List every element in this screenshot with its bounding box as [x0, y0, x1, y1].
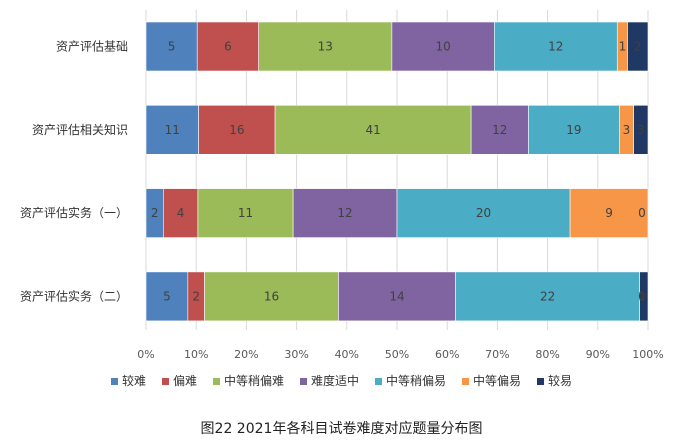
legend-swatch — [300, 378, 307, 385]
legend-label: 较易 — [548, 373, 572, 388]
data-label: 0 — [638, 206, 646, 220]
x-tick-label: 90% — [586, 348, 610, 361]
data-label: 1 — [619, 40, 627, 54]
bar-segment — [633, 105, 649, 155]
x-tick-label: 20% — [234, 348, 258, 361]
bar-segment — [391, 21, 495, 72]
data-label: 11 — [238, 206, 253, 220]
data-label: 2 — [192, 289, 200, 303]
bar-segment — [145, 21, 198, 72]
legend: 较难 偏难 中等稍偏难 难度适中 中等稍偏易 中等偏易 较易 — [111, 373, 572, 388]
legend-label: 较难 — [122, 373, 146, 388]
x-tick-label: 40% — [335, 348, 359, 361]
data-label: 14 — [389, 289, 404, 303]
bar-segment — [569, 188, 649, 238]
data-label: 5 — [168, 40, 176, 54]
category-label: 资产评估实务（一） — [20, 205, 128, 220]
data-label: 1 — [638, 289, 646, 303]
data-label: 12 — [492, 123, 507, 137]
legend-label: 难度适中 — [311, 373, 359, 388]
legend-swatch — [537, 378, 544, 385]
bar-segment — [470, 105, 529, 155]
data-label: 3 — [637, 123, 645, 137]
legend-swatch — [462, 378, 469, 385]
legend-label: 偏难 — [173, 373, 197, 388]
data-label: 10 — [435, 40, 450, 54]
x-axis-ticks: 0% 10% 20% 30% 40% 50% 60% 70% 80% 90% 100% — [137, 348, 663, 361]
legend-swatch — [213, 378, 220, 385]
data-labels: 5 6 13 10 12 1 211 16 41 12 19 3 32 4 11 12 20 9 05 2 16 14 22… — [151, 40, 646, 304]
data-label: 2 — [151, 206, 159, 220]
x-tick-label: 0% — [137, 348, 154, 361]
data-label: 2 — [634, 40, 642, 54]
bar-segment — [494, 21, 618, 72]
legend-label: 中等偏易 — [473, 373, 521, 388]
bar-segment — [198, 105, 276, 155]
data-label: 22 — [540, 289, 555, 303]
data-label: 12 — [337, 206, 352, 220]
bar-segment — [528, 105, 620, 155]
bar-segment — [274, 105, 472, 155]
bar-segment — [196, 21, 259, 72]
bar-segments — [145, 21, 649, 322]
legend-label: 中等稍偏易 — [386, 373, 446, 388]
bar-segment — [163, 188, 199, 238]
x-tick-label: 70% — [485, 348, 509, 361]
data-label: 19 — [566, 123, 581, 137]
legend-swatch — [375, 378, 382, 385]
data-label: 5 — [163, 289, 171, 303]
x-tick-label: 100% — [632, 348, 663, 361]
legend-label: 中等稍偏难 — [224, 373, 284, 388]
bar-segment — [292, 188, 398, 238]
x-tick-label: 80% — [535, 348, 559, 361]
data-label: 41 — [365, 123, 380, 137]
bar-segment — [396, 188, 571, 238]
x-tick-label: 30% — [284, 348, 308, 361]
category-label: 资产评估实务（二） — [20, 288, 128, 303]
bar-segment — [455, 271, 640, 322]
data-label: 3 — [623, 123, 631, 137]
data-label: 6 — [224, 40, 232, 54]
bar-segment — [639, 271, 649, 322]
bar-segment — [197, 188, 294, 238]
data-label: 13 — [318, 40, 333, 54]
category-label: 资产评估基础 — [56, 40, 128, 54]
figure-caption: 图22 2021年各科目试卷难度对应题量分布图 — [200, 421, 483, 437]
category-label: 资产评估相关知识 — [32, 123, 128, 137]
data-label: 11 — [165, 123, 180, 137]
data-label: 9 — [605, 206, 613, 220]
bar-segment — [338, 271, 456, 322]
data-label: 16 — [264, 289, 279, 303]
data-label: 4 — [177, 206, 185, 220]
data-label: 12 — [548, 40, 563, 54]
bar-segment — [258, 21, 393, 72]
legend-swatch — [162, 378, 169, 385]
bar-segment — [145, 271, 189, 322]
bar-segment — [627, 21, 649, 72]
data-label: 20 — [476, 206, 491, 220]
x-tick-label: 10% — [184, 348, 208, 361]
legend-swatch — [111, 378, 118, 385]
x-tick-label: 60% — [435, 348, 459, 361]
data-label: 0 — [638, 289, 646, 303]
x-tick-label: 50% — [385, 348, 409, 361]
data-label: 16 — [229, 123, 244, 137]
